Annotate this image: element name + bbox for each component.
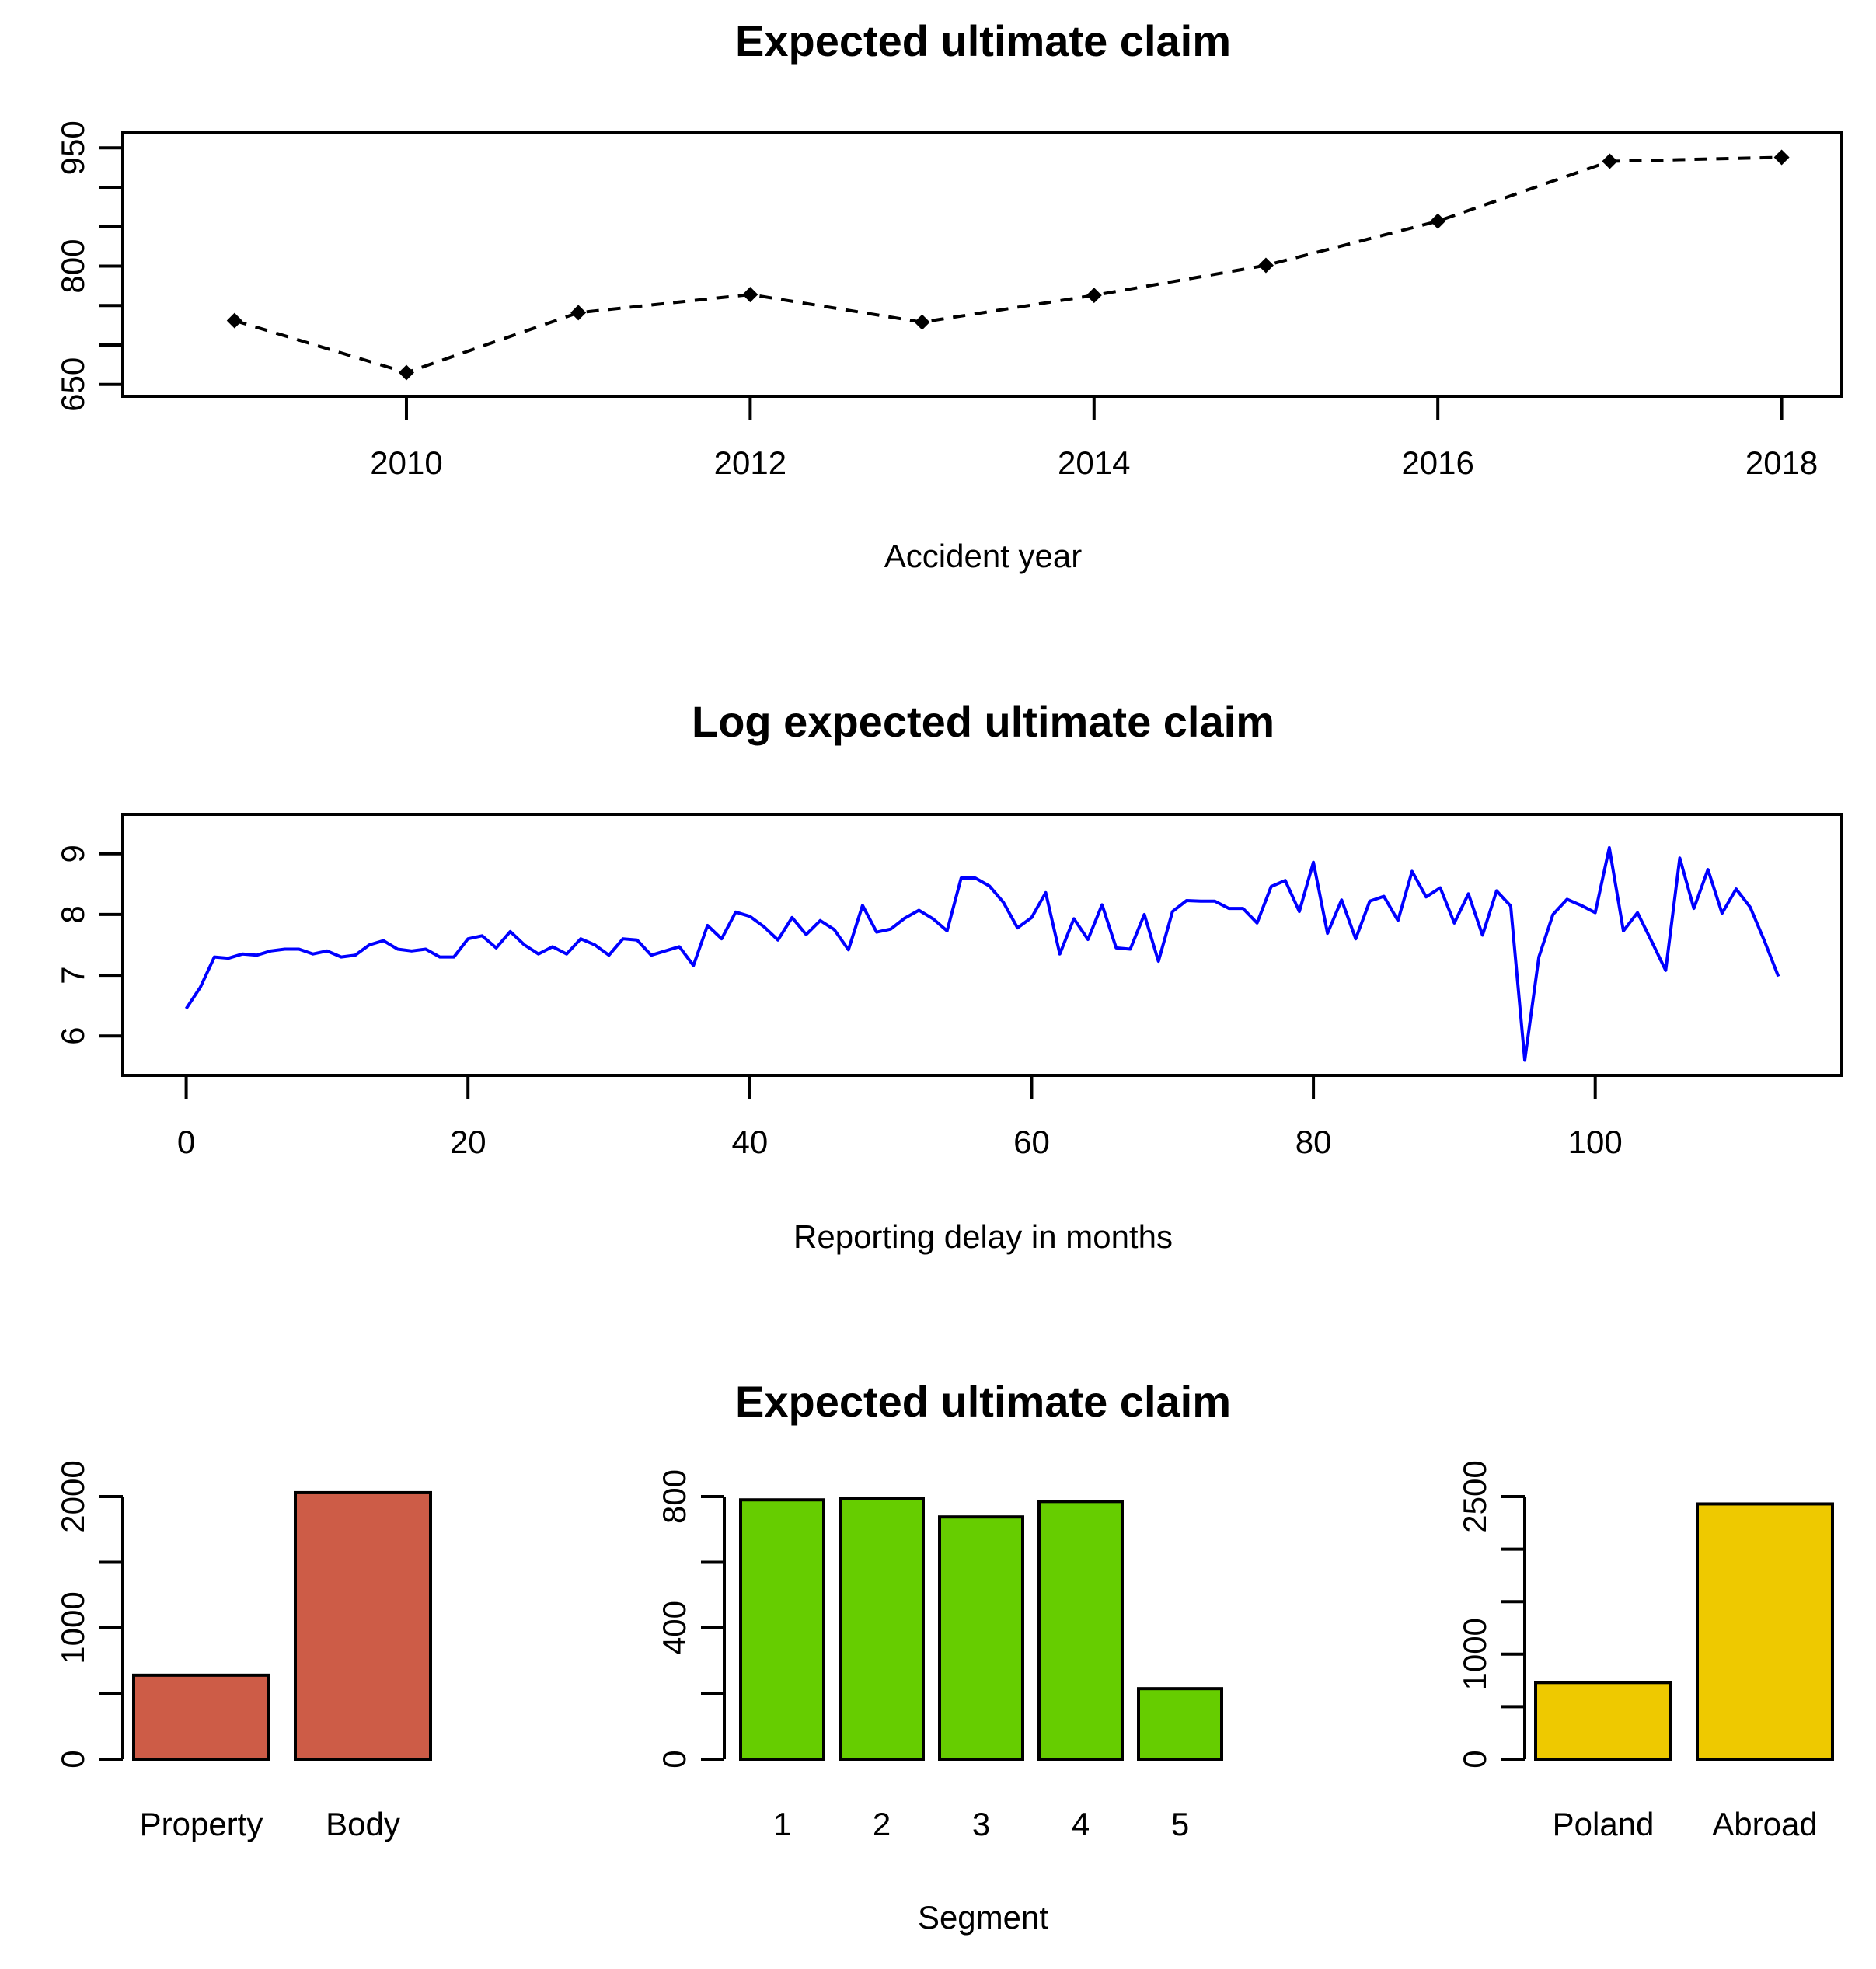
x-tick-label: 2016 bbox=[1401, 444, 1473, 481]
series-marks bbox=[184, 845, 1780, 1062]
y-tick-label: 2500 bbox=[1456, 1460, 1493, 1532]
category-label: 4 bbox=[1072, 1806, 1090, 1842]
y-tick-label: 0 bbox=[656, 1750, 692, 1768]
bar bbox=[132, 1673, 270, 1762]
category-label: 2 bbox=[873, 1806, 891, 1842]
category-label: Poland bbox=[1553, 1806, 1655, 1842]
segment-bar-chart: 0 400 800 1 2 3 4 5 Segment bbox=[656, 1469, 1223, 1936]
bar bbox=[1696, 1502, 1834, 1761]
category-label: 1 bbox=[773, 1806, 791, 1842]
x-tick-label: 2012 bbox=[714, 444, 786, 481]
data-point bbox=[1773, 149, 1790, 166]
y-tick-label: 6 bbox=[54, 1027, 91, 1045]
bars bbox=[1534, 1502, 1834, 1761]
y-tick-label: 1000 bbox=[54, 1591, 91, 1664]
category-labels: Property Body bbox=[140, 1806, 400, 1842]
accident-year-chart: Expected ultimate claim 2010 2012 2014 2016… bbox=[54, 16, 1843, 574]
category-label: 3 bbox=[972, 1806, 990, 1842]
y-tick-label: 8 bbox=[54, 905, 91, 923]
y-tick-label: 400 bbox=[656, 1601, 692, 1655]
data-point bbox=[1257, 257, 1274, 274]
x-tick-label: 2014 bbox=[1058, 444, 1130, 481]
x-tick-label: 0 bbox=[177, 1124, 195, 1160]
y-tick-label: 2000 bbox=[54, 1460, 91, 1532]
x-axis: 2010 2012 2014 2016 2018 bbox=[370, 395, 1818, 481]
x-axis-label: Accident year bbox=[884, 538, 1082, 574]
series-marks bbox=[226, 149, 1790, 381]
data-point bbox=[1602, 153, 1618, 169]
y-axis: 0 1000 2500 bbox=[1456, 1460, 1526, 1769]
y-axis: 0 1000 2000 bbox=[54, 1460, 124, 1769]
y-tick-label: 1000 bbox=[1456, 1618, 1493, 1690]
category-label: Abroad bbox=[1712, 1806, 1817, 1842]
x-axis: 0 20 40 60 80 100 bbox=[177, 1074, 1623, 1160]
x-tick-label: 2010 bbox=[370, 444, 442, 481]
bar bbox=[1037, 1500, 1124, 1762]
x-axis-label: Reporting delay in months bbox=[793, 1218, 1173, 1255]
series-line bbox=[234, 155, 1782, 375]
bar bbox=[1137, 1687, 1223, 1762]
y-tick-label: 800 bbox=[54, 239, 91, 293]
data-point bbox=[914, 314, 930, 330]
claim-type-bar-chart: Expected ultimate claim 0 1000 2000 Proper… bbox=[54, 1377, 1231, 1842]
data-point bbox=[1430, 213, 1446, 229]
x-tick-label: 60 bbox=[1013, 1124, 1050, 1160]
category-label: Property bbox=[140, 1806, 263, 1842]
series-line bbox=[184, 845, 1780, 1062]
bar bbox=[1534, 1681, 1672, 1761]
data-point bbox=[1086, 288, 1102, 304]
y-tick-label: 9 bbox=[54, 845, 91, 863]
category-labels: Poland Abroad bbox=[1553, 1806, 1818, 1842]
category-labels: 1 2 3 4 5 bbox=[773, 1806, 1189, 1842]
chart-title: Expected ultimate claim bbox=[735, 1377, 1231, 1426]
category-label: Body bbox=[326, 1806, 400, 1842]
y-tick-label: 7 bbox=[54, 966, 91, 984]
x-axis-label: Segment bbox=[918, 1899, 1048, 1936]
x-tick-label: 2018 bbox=[1745, 444, 1818, 481]
chart-title: Expected ultimate claim bbox=[735, 16, 1231, 65]
bars bbox=[739, 1497, 1223, 1762]
data-point bbox=[226, 312, 242, 329]
reporting-delay-chart: Log expected ultimate claim 0 20 40 60 80 100… bbox=[54, 697, 1843, 1255]
x-tick-label: 80 bbox=[1295, 1124, 1332, 1160]
x-tick-label: 20 bbox=[450, 1124, 486, 1160]
bar bbox=[739, 1498, 825, 1761]
y-tick-label: 650 bbox=[54, 357, 91, 412]
bar bbox=[294, 1490, 432, 1762]
bars bbox=[132, 1490, 432, 1762]
y-tick-label: 0 bbox=[1456, 1750, 1493, 1768]
y-axis: 6 7 8 9 bbox=[54, 845, 124, 1045]
category-label: 5 bbox=[1171, 1806, 1189, 1842]
bar bbox=[938, 1515, 1024, 1761]
data-point bbox=[398, 364, 414, 381]
bar bbox=[839, 1497, 925, 1762]
data-point bbox=[742, 287, 758, 303]
y-axis: 0 400 800 bbox=[656, 1469, 726, 1769]
region-bar-chart: 0 1000 2500 Poland Abroad bbox=[1456, 1460, 1834, 1842]
y-tick-label: 0 bbox=[54, 1750, 91, 1768]
y-tick-label: 800 bbox=[656, 1469, 692, 1524]
y-tick-label: 950 bbox=[54, 120, 91, 175]
x-tick-label: 100 bbox=[1568, 1124, 1623, 1160]
x-tick-label: 40 bbox=[731, 1124, 768, 1160]
y-axis: 650 800 950 bbox=[54, 120, 124, 412]
data-point bbox=[570, 305, 587, 321]
chart-title: Log expected ultimate claim bbox=[692, 697, 1274, 746]
